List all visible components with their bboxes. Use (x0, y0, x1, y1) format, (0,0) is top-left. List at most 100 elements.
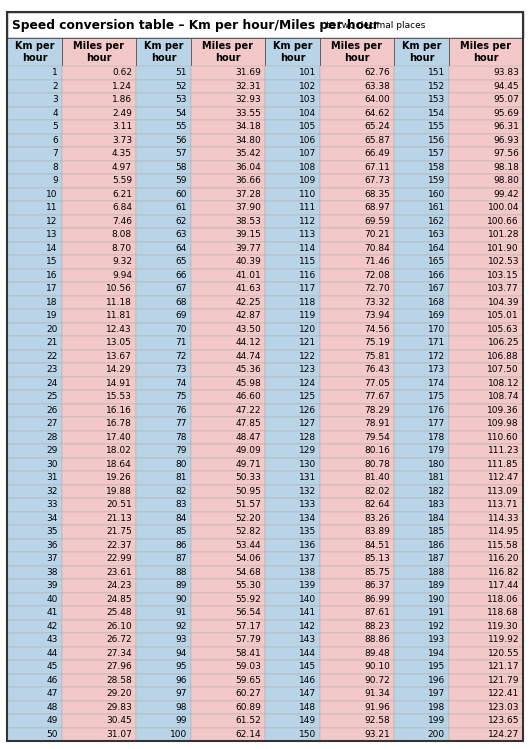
Text: 186: 186 (428, 541, 445, 550)
Bar (394, 174, 449, 187)
Bar (320, 512, 394, 525)
Text: 24.23: 24.23 (107, 581, 132, 590)
Bar (191, 458, 265, 471)
Bar (136, 525, 191, 539)
Text: 32.93: 32.93 (235, 95, 261, 104)
Text: 134: 134 (299, 514, 316, 523)
Bar (191, 79, 265, 93)
Text: 103: 103 (298, 95, 316, 104)
Bar (320, 714, 394, 727)
Bar (394, 214, 449, 228)
Bar (62, 552, 136, 565)
Bar (191, 539, 265, 552)
Bar (394, 444, 449, 458)
Bar (320, 106, 394, 120)
Bar (449, 525, 523, 539)
Text: 149: 149 (299, 716, 316, 725)
Bar (320, 255, 394, 268)
Text: 9: 9 (52, 176, 58, 185)
Text: 82.64: 82.64 (365, 500, 390, 509)
Text: 123.65: 123.65 (488, 716, 519, 725)
Text: 126: 126 (299, 406, 316, 415)
Bar (449, 579, 523, 592)
Bar (320, 727, 394, 741)
Text: 21: 21 (47, 339, 58, 348)
Bar (265, 431, 320, 444)
Text: 62.76: 62.76 (364, 68, 390, 77)
Bar (394, 606, 449, 619)
Bar (394, 296, 449, 309)
Bar (394, 160, 449, 174)
Text: 39.15: 39.15 (235, 230, 261, 239)
Text: 21.13: 21.13 (106, 514, 132, 523)
Bar (394, 187, 449, 201)
Bar (136, 377, 191, 390)
Text: 93: 93 (175, 635, 187, 644)
Bar (265, 93, 320, 106)
Bar (394, 471, 449, 485)
Bar (62, 660, 136, 673)
Bar (320, 431, 394, 444)
Text: 18: 18 (46, 298, 58, 307)
Text: 153: 153 (428, 95, 445, 104)
Bar (191, 201, 265, 214)
Text: 193: 193 (428, 635, 445, 644)
Text: 2: 2 (52, 82, 58, 91)
Bar (449, 201, 523, 214)
Bar (191, 160, 265, 174)
Bar (320, 633, 394, 646)
Text: 139: 139 (298, 581, 316, 590)
Bar (7, 241, 62, 255)
Text: 106.25: 106.25 (488, 339, 519, 348)
Text: 90.10: 90.10 (364, 662, 390, 671)
Text: 118.68: 118.68 (488, 608, 519, 617)
Bar (191, 390, 265, 404)
Text: 73.32: 73.32 (364, 298, 390, 307)
Bar (62, 390, 136, 404)
Bar (136, 160, 191, 174)
Text: 155: 155 (428, 122, 445, 131)
Bar (265, 606, 320, 619)
Text: 19: 19 (46, 312, 58, 321)
Bar (265, 512, 320, 525)
Text: 82: 82 (175, 487, 187, 496)
Bar (320, 498, 394, 512)
Bar (191, 377, 265, 390)
Bar (449, 606, 523, 619)
Bar (449, 687, 523, 700)
Text: 94.45: 94.45 (493, 82, 519, 91)
Bar (136, 606, 191, 619)
Text: 154: 154 (428, 109, 445, 118)
Text: 71: 71 (175, 339, 187, 348)
Text: 113.71: 113.71 (488, 500, 519, 509)
Text: 9.32: 9.32 (112, 257, 132, 266)
Text: 34.80: 34.80 (235, 136, 261, 145)
Text: 187: 187 (428, 554, 445, 563)
Bar (265, 714, 320, 727)
Text: 116.82: 116.82 (488, 568, 519, 577)
Bar (265, 79, 320, 93)
Text: 26: 26 (47, 406, 58, 415)
Bar (191, 512, 265, 525)
Bar (320, 350, 394, 363)
Text: 92.58: 92.58 (364, 716, 390, 725)
Bar (191, 133, 265, 147)
Text: 88: 88 (175, 568, 187, 577)
Bar (320, 471, 394, 485)
Text: 13: 13 (46, 230, 58, 239)
Text: 102.53: 102.53 (488, 257, 519, 266)
Bar (320, 214, 394, 228)
Bar (449, 106, 523, 120)
Bar (136, 120, 191, 133)
Bar (265, 133, 320, 147)
Text: 15: 15 (46, 257, 58, 266)
Bar (320, 79, 394, 93)
Text: 136: 136 (298, 541, 316, 550)
Text: 128: 128 (299, 433, 316, 442)
Text: 115.58: 115.58 (488, 541, 519, 550)
Text: 32: 32 (47, 487, 58, 496)
Text: 75: 75 (175, 392, 187, 401)
Bar (449, 350, 523, 363)
Bar (7, 38, 62, 66)
Bar (136, 512, 191, 525)
